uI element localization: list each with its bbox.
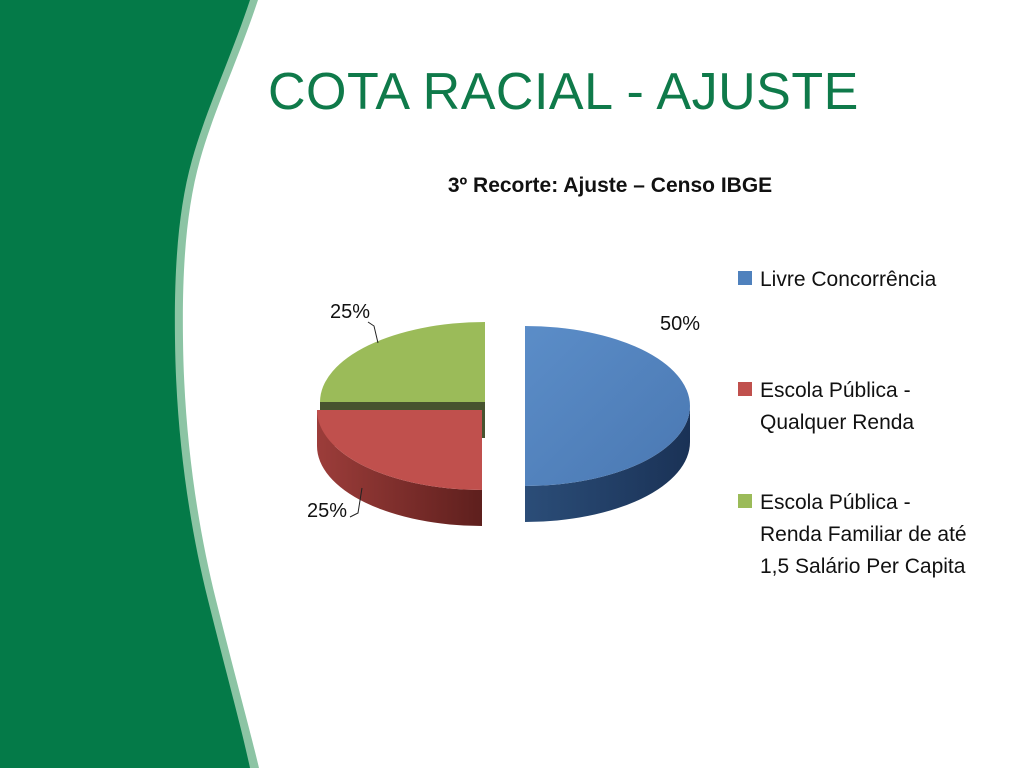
legend-label: Livre Concorrência	[760, 268, 937, 291]
legend-item-renda-familiar: Escola Pública - Renda Familiar de até 1…	[738, 487, 970, 583]
pie-slice-qualquer-renda	[317, 410, 482, 490]
slide-title: COTA RACIAL - AJUSTE	[268, 63, 859, 121]
green-band	[0, 0, 250, 768]
data-label-qualquer-renda: 25%	[307, 500, 347, 522]
pie-slice-side-qualquer-renda	[317, 410, 482, 526]
legend-item-livre-concorrencia: Livre Concorrência	[738, 264, 970, 296]
legend-item-qualquer-renda: Escola Pública - Qualquer Renda	[738, 375, 970, 439]
pie-slice-livre-concorrencia	[525, 326, 690, 486]
legend-label: Escola Pública - Renda Familiar de até 1…	[760, 491, 967, 578]
data-label-livre-concorrencia: 50%	[660, 313, 700, 335]
leader-line-renda-familiar	[367, 321, 379, 344]
chart-title: 3º Recorte: Ajuste – Censo IBGE	[447, 174, 773, 197]
pie-slice-side-livre-concorrencia	[525, 406, 690, 522]
pie-slice-renda-familiar	[320, 322, 485, 402]
legend-swatch-green	[738, 494, 752, 508]
legend-label: Escola Pública - Qualquer Renda	[760, 379, 915, 434]
legend-swatch-red	[738, 382, 752, 396]
legend-swatch-blue	[738, 271, 752, 285]
data-label-renda-familiar: 25%	[330, 301, 370, 323]
leader-line-qualquer-renda	[349, 487, 363, 518]
